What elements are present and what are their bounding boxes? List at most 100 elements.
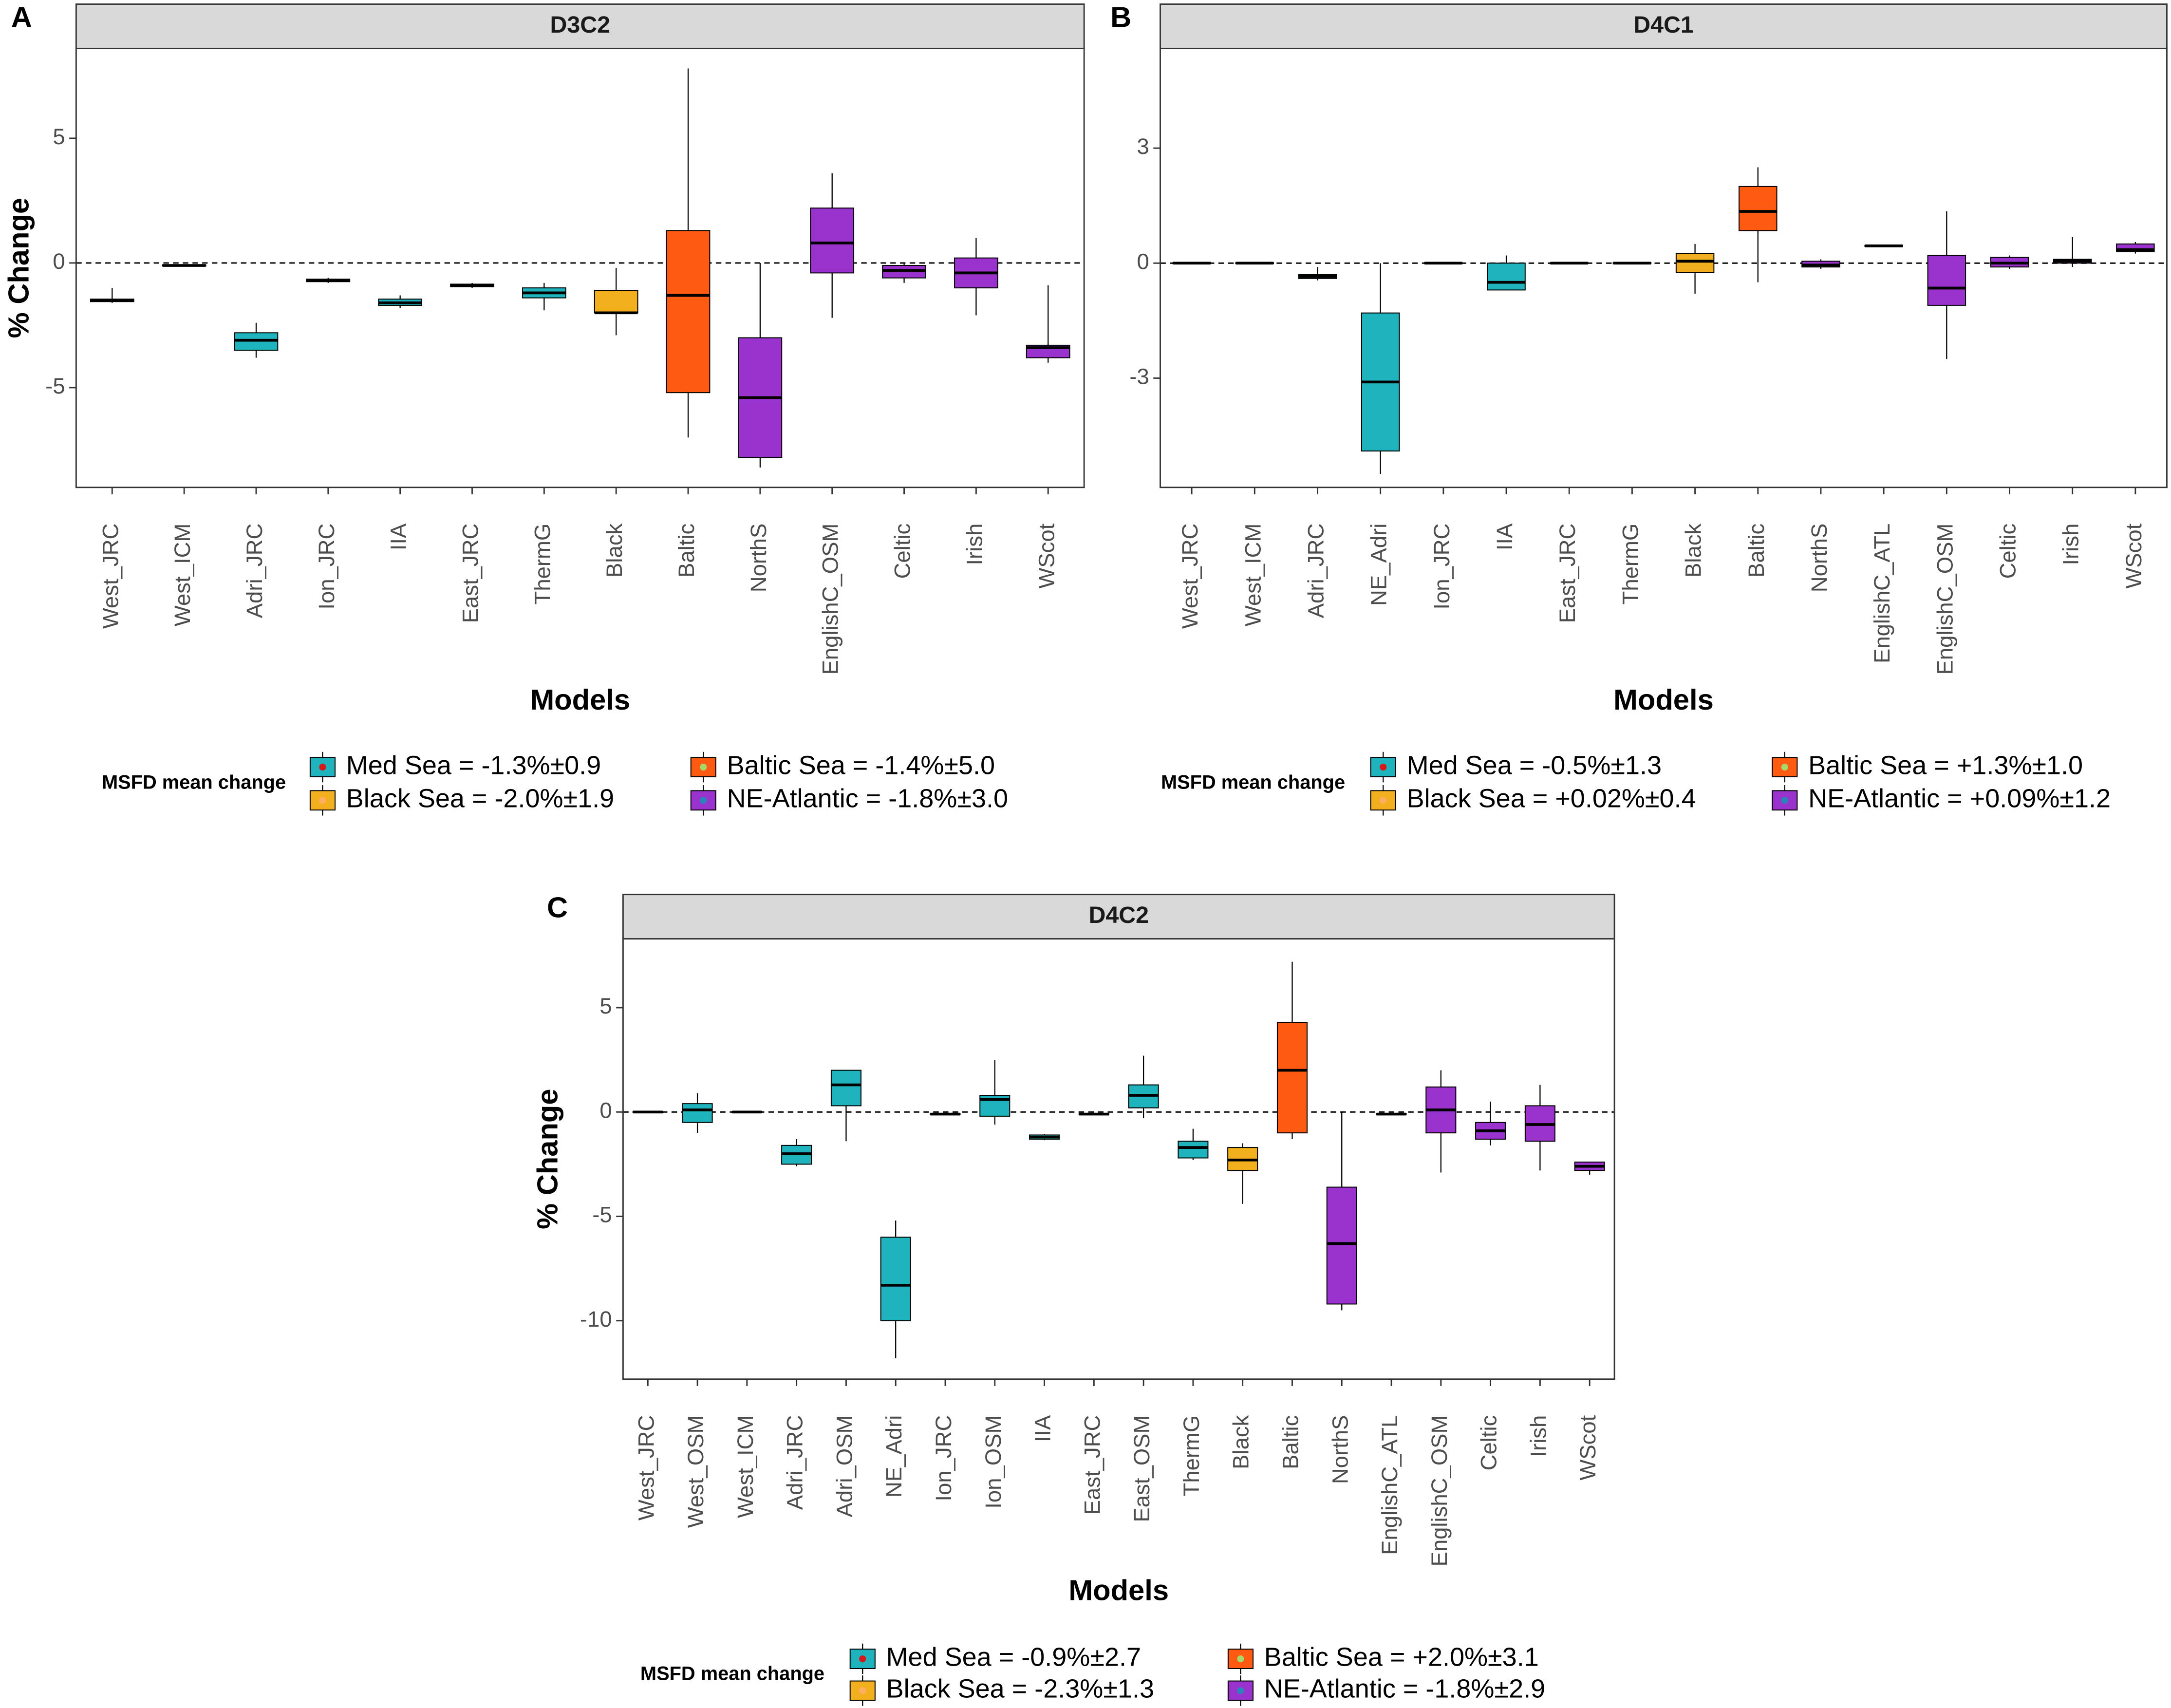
- x-tick-label: Celtic: [890, 524, 915, 579]
- x-tick-label: EnglishC_ATL: [1377, 1415, 1402, 1555]
- legend-point: [319, 763, 326, 771]
- y-tick-label: -3: [1129, 364, 1149, 389]
- box: [594, 290, 638, 314]
- x-tick-label: Irish: [2059, 524, 2083, 565]
- x-tick-label: West_JRC: [98, 524, 123, 629]
- legend-point: [1781, 797, 1788, 804]
- box: [682, 1103, 713, 1123]
- x-tick-label: West_OSM: [683, 1415, 708, 1528]
- x-tick-label: East_JRC: [1080, 1415, 1104, 1515]
- x-tick-label: Baltic: [674, 524, 699, 578]
- legend-point: [319, 797, 326, 804]
- y-tick-label: -5: [592, 1202, 612, 1227]
- x-tick-label: Ion_JRC: [314, 524, 339, 610]
- legend-label: Black Sea = -2.0%±1.9: [346, 784, 614, 813]
- x-tick-label: NE_Adri: [881, 1415, 906, 1498]
- strip: [1160, 3, 2168, 49]
- legend-key: [1370, 757, 1396, 777]
- x-tick-label: NorthS: [746, 524, 771, 593]
- box: [1326, 1186, 1357, 1305]
- legend-point: [700, 763, 707, 771]
- x-tick-label: West_JRC: [1178, 524, 1202, 629]
- plot-border: [622, 938, 1615, 1380]
- x-tick-label: EnglishC_OSM: [1427, 1415, 1452, 1567]
- x-tick-label: ThermG: [530, 524, 555, 605]
- y-tick-label: 5: [53, 124, 65, 149]
- y-tick-label: -5: [45, 374, 65, 398]
- x-tick-label: NorthS: [1807, 524, 1832, 593]
- y-tick-label: 0: [1137, 249, 1149, 274]
- x-tick-label: EnglishC_ATL: [1870, 524, 1894, 663]
- x-tick-label: Baltic: [1278, 1415, 1303, 1469]
- panel-title: D4C1: [1633, 12, 1694, 38]
- x-tick-label: IIA: [1030, 1415, 1055, 1442]
- x-tick-label: Adri_JRC: [1304, 524, 1329, 619]
- legend-label: Med Sea = -0.9%±2.7: [886, 1642, 1141, 1671]
- legend-title: MSFD mean change: [640, 1663, 824, 1684]
- x-tick-label: Adri_JRC: [242, 524, 267, 619]
- legend-point: [1380, 797, 1387, 804]
- x-tick-label: NorthS: [1328, 1415, 1352, 1484]
- panel-letter: A: [11, 1, 32, 34]
- box: [1178, 1141, 1209, 1159]
- x-tick-label: Irish: [962, 524, 987, 565]
- x-tick-label: WScot: [2121, 523, 2146, 588]
- x-tick-label: Irish: [1526, 1415, 1551, 1457]
- x-tick-label: West_ICM: [733, 1415, 758, 1518]
- legend-point: [700, 797, 707, 804]
- legend-point: [859, 1687, 866, 1694]
- x-axis-title: Models: [1068, 1574, 1169, 1606]
- plot-background: [76, 48, 1085, 488]
- x-tick-label: Baltic: [1744, 524, 1769, 578]
- x-tick-label: Adri_OSM: [832, 1415, 857, 1518]
- panel-letter: C: [547, 891, 568, 924]
- box: [830, 1070, 861, 1107]
- legend-point: [1781, 763, 1788, 771]
- y-axis-title: % Change: [531, 1089, 563, 1229]
- x-tick-label: West_ICM: [1240, 524, 1265, 626]
- box: [666, 230, 711, 394]
- legend-label: Black Sea = -2.3%±1.3: [886, 1674, 1154, 1704]
- y-tick-label: -10: [580, 1307, 612, 1332]
- x-tick-label: Black: [602, 523, 627, 577]
- legend-label: Baltic Sea = -1.4%±5.0: [727, 751, 995, 780]
- y-tick-label: 0: [599, 1098, 612, 1123]
- legend-point: [859, 1655, 866, 1663]
- plot-border: [1160, 48, 2168, 488]
- x-tick-label: WScot: [1034, 523, 1059, 588]
- legend-label: Med Sea = -1.3%±0.9: [346, 751, 601, 780]
- legend-label: NE-Atlantic = +0.09%±1.2: [1808, 784, 2111, 813]
- legend-label: NE-Atlantic = -1.8%±3.0: [727, 784, 1008, 813]
- panel-title: D3C2: [550, 12, 610, 38]
- x-tick-label: ThermG: [1179, 1415, 1204, 1497]
- y-tick-label: 3: [1137, 134, 1149, 159]
- plot-border: [75, 48, 1085, 488]
- legend-label: Baltic Sea = +2.0%±3.1: [1264, 1642, 1539, 1671]
- x-tick-label: IIA: [1492, 523, 1517, 550]
- box: [1927, 255, 1966, 306]
- y-tick-label: 0: [53, 249, 65, 274]
- legend-label: NE-Atlantic = -1.8%±2.9: [1264, 1674, 1545, 1704]
- x-tick-label: Celtic: [1996, 524, 2021, 579]
- x-tick-label: Celtic: [1477, 1415, 1501, 1471]
- box: [1739, 186, 1778, 231]
- x-tick-label: West_ICM: [170, 524, 195, 626]
- legend-title: MSFD mean change: [1161, 772, 1345, 793]
- strip: [622, 894, 1615, 940]
- y-tick-label: 5: [599, 994, 612, 1018]
- x-tick-label: NE_Adri: [1366, 524, 1391, 606]
- x-tick-label: Black: [1229, 1415, 1254, 1469]
- strip: [75, 3, 1085, 49]
- x-tick-label: Adri_JRC: [783, 1415, 807, 1510]
- panel-title: D4C2: [1088, 902, 1149, 928]
- plot-background: [623, 938, 1615, 1379]
- x-axis-title: Models: [1613, 683, 1714, 716]
- legend-label: Baltic Sea = +1.3%±1.0: [1808, 751, 2083, 780]
- box: [880, 1237, 911, 1321]
- x-tick-label: Ion_OSM: [981, 1415, 1006, 1509]
- x-tick-label: East_OSM: [1129, 1415, 1154, 1522]
- x-tick-label: EnglishC_OSM: [818, 524, 843, 675]
- box: [1487, 263, 1526, 291]
